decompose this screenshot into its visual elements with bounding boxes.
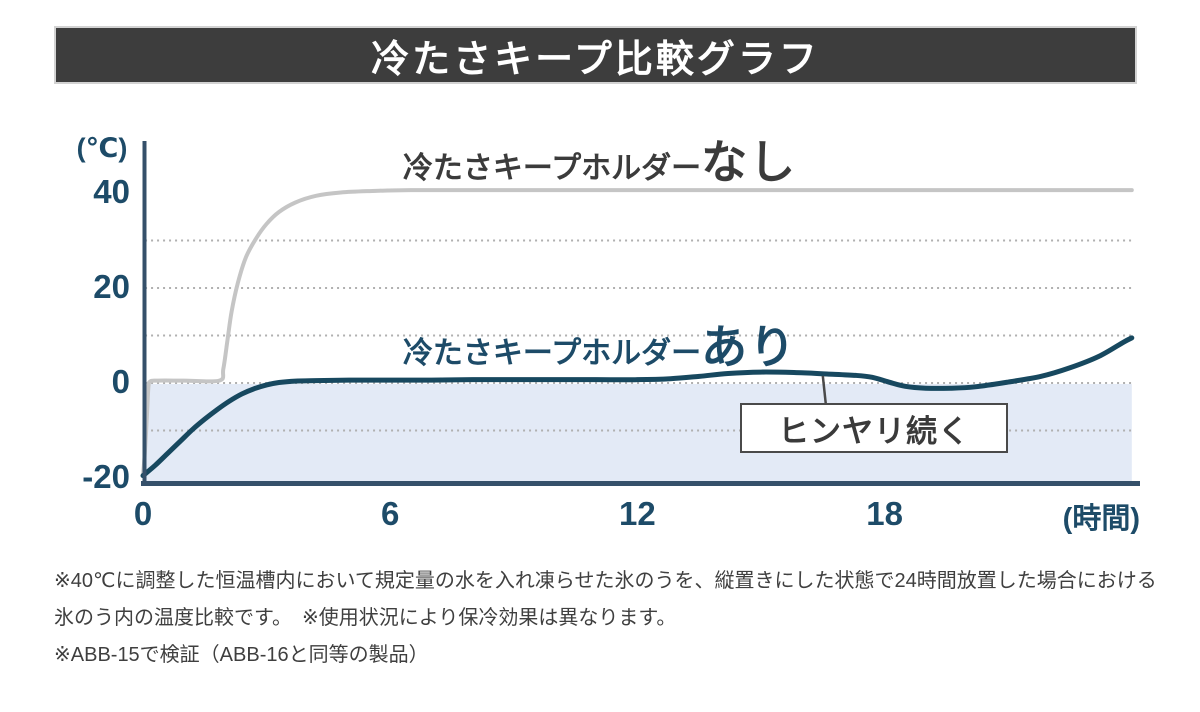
series-label-without-emphasis: なし	[701, 136, 798, 188]
series-label-with-holder: 冷たさキープホルダー あり	[350, 311, 850, 377]
series-label-without-prefix: 冷たさキープホルダー	[402, 152, 702, 185]
annotation-label: ヒンヤリ続く	[778, 413, 970, 449]
series-line-without-holder	[141, 188, 1134, 478]
footnotes: ※40℃に調整した恒温槽内において規定量の水を入れ凍らせた氷のうを、縦置きにした…	[54, 563, 1157, 674]
footnote-line-3: ※ABB-15で検証（ABB-16と同等の製品）	[54, 644, 429, 666]
x-tick-label-0: 0	[133, 495, 153, 532]
series-label-with-emphasis: あり	[701, 321, 798, 373]
page-title: 冷たさキープ比較グラフ	[371, 38, 820, 81]
y-tick-label-40: 40	[93, 173, 130, 210]
temperature-chart	[140, 141, 1140, 486]
footnote-line-1: ※40℃に調整した恒温槽内において規定量の水を入れ凍らせた氷のうを、縦置きにした…	[54, 570, 1157, 592]
y-tick-label-20: 20	[93, 268, 130, 305]
x-tick-label-12: 12	[619, 495, 656, 532]
footnote-line-2: 氷のう内の温度比較です。 ※使用状況により保冷効果は異なります。	[54, 607, 677, 629]
header-bar: 冷たさキープ比較グラフ	[54, 26, 1137, 84]
annotation-leader-line	[821, 375, 828, 405]
series-label-without-holder: 冷たさキープホルダー なし	[350, 126, 850, 192]
x-axis-unit-label: (時間)	[1062, 503, 1140, 535]
x-tick-label-18: 18	[866, 495, 903, 532]
y-axis-unit-label: (℃)	[76, 133, 128, 163]
y-tick-label-0: 0	[111, 363, 130, 400]
annotation-box: ヒンヤリ続く	[740, 403, 1008, 453]
series-line-with-holder	[140, 335, 1135, 479]
x-tick-label-6: 6	[381, 495, 400, 532]
y-tick-label--20: -20	[82, 458, 130, 495]
series-label-with-prefix: 冷たさキープホルダー	[402, 337, 702, 370]
